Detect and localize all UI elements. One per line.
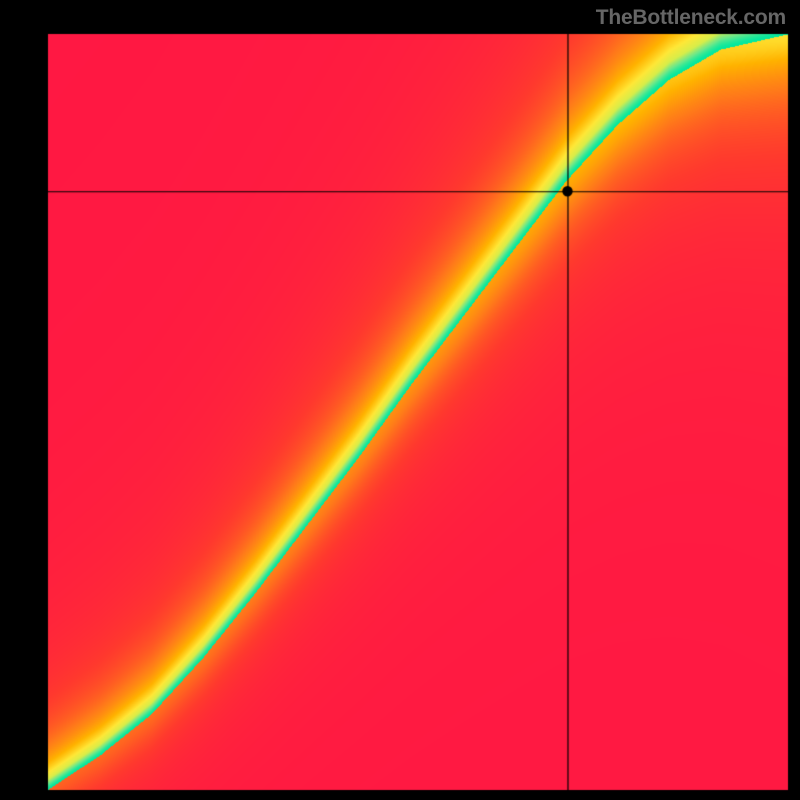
chart-container: TheBottleneck.com [0,0,800,800]
source-watermark: TheBottleneck.com [596,6,786,30]
bottleneck-heatmap-canvas [0,0,800,800]
